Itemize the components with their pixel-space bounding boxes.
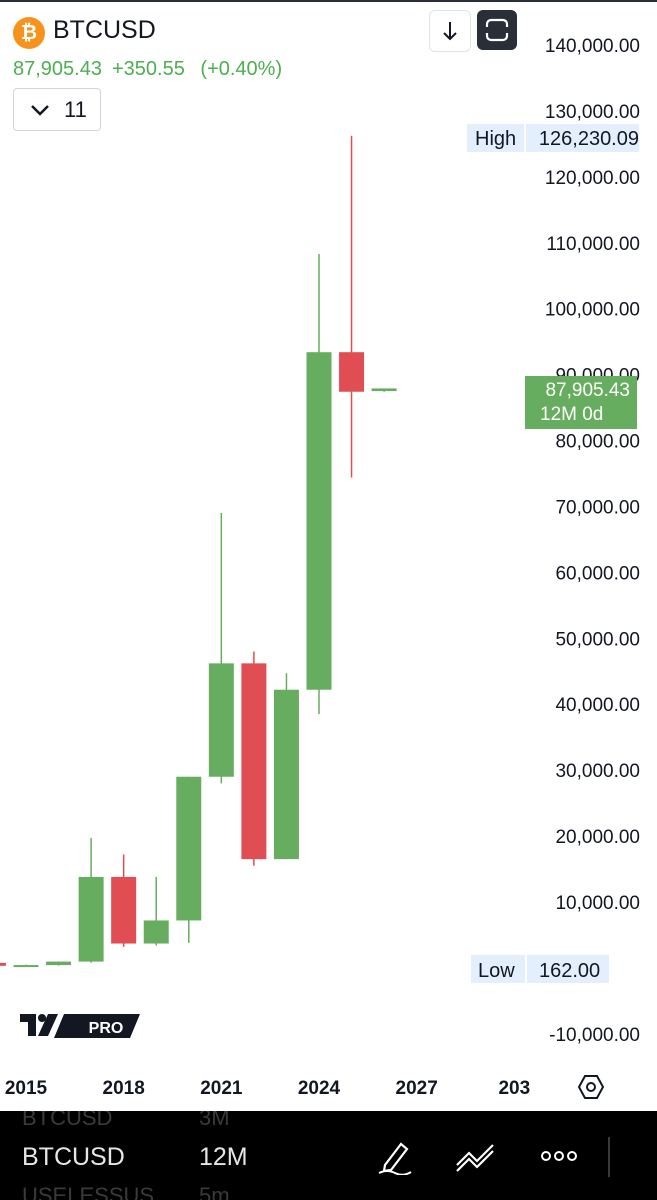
more-dots-icon[interactable] <box>540 1149 578 1163</box>
download-button[interactable] <box>429 10 471 52</box>
candle-body <box>0 962 6 966</box>
low-label: Low <box>478 960 515 982</box>
candle-body <box>13 965 39 968</box>
candles <box>0 135 397 968</box>
y-tick-label: 80,000.00 <box>555 432 640 453</box>
price-line: 87,905.43 +350.55 (+0.40%) <box>13 58 282 81</box>
trend-lines-icon[interactable] <box>455 1139 497 1175</box>
candle-body <box>273 689 299 860</box>
x-tick-label: 2027 <box>396 1078 438 1099</box>
y-tick-label: 130,000.00 <box>545 102 640 123</box>
price-axis[interactable]: 140,000.00 130,000.00 120,000.00 110,000.00… <box>545 36 640 1046</box>
y-tick-label: 70,000.00 <box>555 497 640 518</box>
tradingview-logo: PRO <box>20 1014 140 1038</box>
y-tick-label: 40,000.00 <box>555 695 640 716</box>
high-value: 126,230.09 <box>539 128 639 150</box>
y-tick-label: 120,000.00 <box>545 168 640 189</box>
candle-body <box>306 352 332 690</box>
ghost-interval-above: 3M <box>199 1111 230 1130</box>
interval-selector-button[interactable]: 11 <box>13 88 101 131</box>
chevron-down-icon <box>31 104 49 116</box>
candle-body <box>208 663 234 777</box>
y-tick-label: 20,000.00 <box>555 827 640 848</box>
gear-hexagon-icon[interactable] <box>578 1074 604 1100</box>
bottom-toolbar: BTCUSD 3M BTCUSD 12M USELESSUS 5m <box>0 1111 657 1200</box>
price-change-percent: (+0.40%) <box>200 58 283 80</box>
y-tick-label: 100,000.00 <box>545 300 640 321</box>
price-change: +350.55 <box>111 58 185 80</box>
low-value: 162.00 <box>539 960 600 982</box>
fullscreen-icon <box>485 18 509 42</box>
watermark-text: PRO <box>89 1020 124 1037</box>
last-price-label: 87,905.43 12M 0d <box>525 376 637 429</box>
symbol-name[interactable]: BTCUSD <box>53 16 156 44</box>
low-marker: Low 162.00 <box>471 955 609 983</box>
last-price-label-value: 87,905.43 <box>545 380 630 401</box>
x-tick-label: 203 <box>498 1078 530 1099</box>
bitcoin-logo-icon: ₿ <box>13 17 45 49</box>
interval-count: 11 <box>64 96 87 122</box>
y-tick-label: 110,000.00 <box>546 234 640 255</box>
x-tick-label: 2018 <box>103 1078 145 1099</box>
candle-body <box>339 352 365 392</box>
y-tick-label: -10,000.00 <box>549 1025 640 1046</box>
last-price: 87,905.43 <box>13 58 102 80</box>
x-tick-label: 2015 <box>5 1078 48 1099</box>
x-tick-label: 2024 <box>298 1078 341 1099</box>
last-price-countdown: 12M 0d <box>540 404 603 425</box>
y-tick-label: 50,000.00 <box>555 629 640 650</box>
ghost-interval-below: 5m <box>199 1183 230 1200</box>
ghost-symbol-above: BTCUSD <box>22 1111 113 1130</box>
candle-body <box>143 920 169 944</box>
candle-body <box>46 961 72 966</box>
y-tick-label: 10,000.00 <box>555 893 640 914</box>
candle-body <box>78 876 104 962</box>
top-border <box>0 0 657 2</box>
toolbar-divider <box>608 1137 610 1177</box>
high-label: High <box>475 128 516 150</box>
price-chart[interactable]: 140,000.00 130,000.00 120,000.00 110,000.00… <box>0 0 657 1111</box>
candle-body <box>111 876 137 944</box>
y-tick-label: 60,000.00 <box>555 563 640 584</box>
x-tick-label: 2021 <box>200 1078 243 1099</box>
toolbar-symbol[interactable]: BTCUSD <box>22 1143 125 1171</box>
candle-body <box>241 663 267 860</box>
pencil-icon[interactable] <box>377 1139 413 1175</box>
y-tick-label: 140,000.00 <box>545 36 640 57</box>
candle-body <box>176 776 202 921</box>
download-arrow-icon <box>443 22 457 41</box>
time-axis[interactable]: 2015 2018 2021 2024 2027 203 <box>5 1078 530 1099</box>
ghost-symbol-below: USELESSUS <box>22 1183 155 1200</box>
fullscreen-button[interactable] <box>477 10 517 50</box>
candle-body <box>371 388 397 392</box>
high-marker: High 126,230.09 <box>467 124 639 152</box>
y-tick-label: 30,000.00 <box>555 761 640 782</box>
toolbar-interval[interactable]: 12M <box>199 1143 248 1171</box>
